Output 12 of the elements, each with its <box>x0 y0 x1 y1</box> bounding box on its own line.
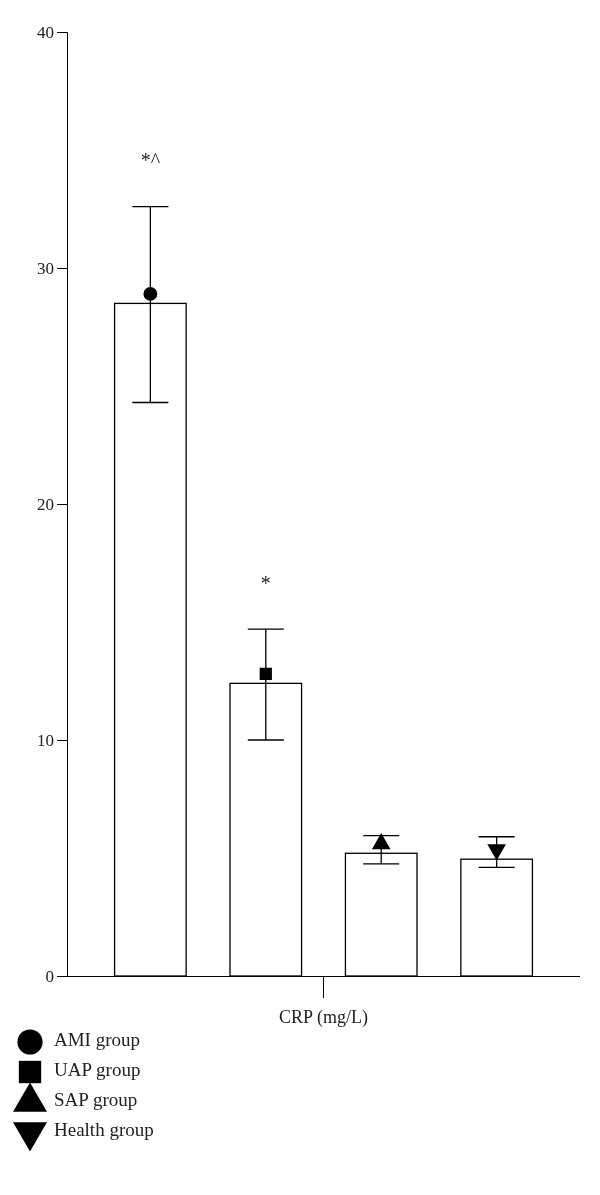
x-tick-label: CRP (mg/L) <box>279 1006 368 1028</box>
annotation: *^ <box>140 149 161 172</box>
legend-label: AMI group <box>54 1029 141 1051</box>
y-tick-label: 20 <box>37 494 54 514</box>
y-tick-label: 40 <box>37 22 54 42</box>
annotation: * <box>260 571 271 594</box>
y-tick-label: 0 <box>45 966 54 986</box>
y-tick-label: 30 <box>37 258 54 278</box>
legend-label: Health group <box>54 1119 154 1141</box>
legend-label: SAP group <box>54 1089 138 1111</box>
y-tick-label: 10 <box>37 730 54 750</box>
legend-label: UAP group <box>54 1059 141 1081</box>
